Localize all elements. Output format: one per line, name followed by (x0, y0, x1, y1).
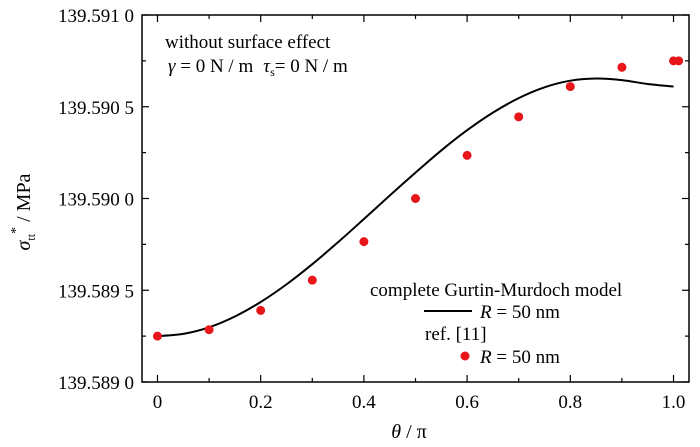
data-point (565, 82, 575, 92)
x-tick-label: 0 (153, 392, 163, 413)
data-point (307, 275, 317, 285)
y-tick-label: 139.591 0 (58, 6, 134, 27)
x-tick-label: 0.8 (558, 392, 582, 413)
legend-entry-line: R = 50 nm (479, 302, 560, 323)
data-point (411, 194, 420, 203)
y-tick-label: 139.590 5 (58, 98, 134, 119)
axes-layer: 0 0.2 0.4 0.6 0.8 1.0 139.589 0 139.589 5 139.59… (58, 6, 690, 413)
x-tick-label: 1.0 (662, 392, 686, 413)
legend-marker-swatch (460, 351, 470, 361)
data-point (514, 112, 524, 122)
legend-entry-marker: R = 50 nm (479, 347, 560, 368)
annotation-line2: γ = 0 N / m τs= 0 N / m (168, 56, 348, 79)
data-point (256, 305, 266, 315)
x-tick-label: 0.6 (455, 392, 479, 413)
x-axis-label: θ / π (391, 421, 427, 443)
data-point (674, 56, 684, 66)
series-line (157, 77, 674, 338)
x-tick-label: 0.4 (352, 392, 376, 413)
legend: complete Gurtin-Murdoch model R = 50 nm … (370, 280, 622, 368)
data-point (204, 325, 214, 335)
y-tick-label: 139.590 0 (58, 190, 134, 211)
data-point (359, 237, 369, 247)
annotation-line1: without surface effect (165, 32, 331, 53)
data-layer (152, 56, 684, 341)
y-axis-label: σtt* / MPa (9, 173, 38, 250)
legend-header-model: complete Gurtin-Murdoch model (370, 280, 622, 301)
legend-header-ref: ref. [11] (425, 324, 487, 345)
data-point (617, 62, 627, 72)
data-point (462, 150, 472, 160)
y-tick-label: 139.589 0 (58, 373, 134, 394)
data-point (152, 331, 162, 341)
x-tick-label: 0.2 (249, 392, 273, 413)
y-tick-label: 139.589 5 (58, 281, 134, 302)
